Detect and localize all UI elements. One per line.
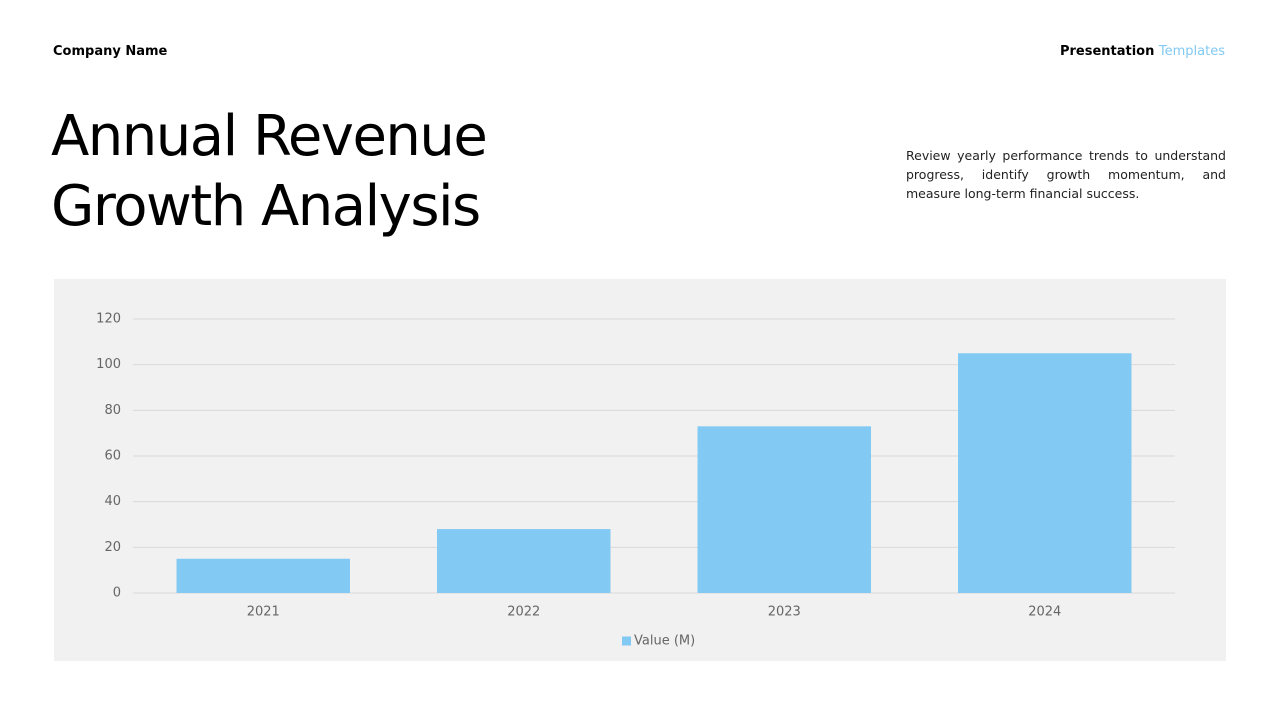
chart: 0 20 40 60 80 100 120 2021 2022 2023 2024 Value (M)	[96, 312, 1175, 649]
bar	[437, 529, 611, 593]
chart-panel: 0 20 40 60 80 100 120 2021 2022 2023 2024 Value (M)	[54, 279, 1226, 661]
x-tick-label: 2024	[1028, 605, 1061, 620]
bar	[176, 558, 350, 593]
y-tick-label: 120	[96, 312, 121, 327]
bar	[697, 426, 871, 593]
x-tick-label: 2021	[247, 605, 280, 620]
brand-text: Presentation	[1059, 44, 1155, 59]
legend-swatch	[622, 636, 631, 646]
x-tick-label: 2023	[768, 605, 801, 620]
y-tick-label: 20	[104, 540, 121, 555]
y-tick-label: 40	[104, 494, 121, 509]
y-tick-label: 80	[104, 403, 121, 418]
company-name: Company Name	[53, 44, 168, 59]
y-tick-label: 100	[96, 357, 121, 372]
y-tick-label: 60	[104, 449, 121, 464]
x-tick-label: 2022	[507, 605, 540, 620]
slide-title: Annual Revenue Growth Analysis	[51, 104, 488, 239]
brand: Presentation Templates	[1060, 44, 1225, 59]
brand-accent: Templates	[1158, 44, 1225, 59]
y-tick-label: 0	[113, 586, 121, 601]
bar	[958, 353, 1132, 593]
description: Review yearly performance trends to unde…	[906, 148, 1226, 201]
legend-label: Value (M)	[634, 634, 695, 649]
